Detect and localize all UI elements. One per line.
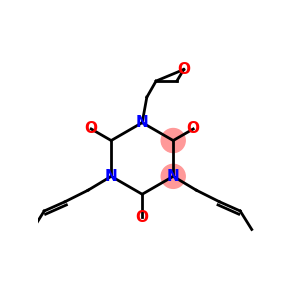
- Text: N: N: [105, 169, 118, 184]
- Text: N: N: [136, 115, 148, 130]
- Text: O: O: [187, 122, 200, 136]
- Circle shape: [161, 128, 185, 152]
- Text: N: N: [167, 169, 180, 184]
- Text: O: O: [136, 210, 149, 225]
- Text: O: O: [85, 122, 98, 136]
- Circle shape: [161, 164, 185, 188]
- Text: O: O: [177, 62, 190, 77]
